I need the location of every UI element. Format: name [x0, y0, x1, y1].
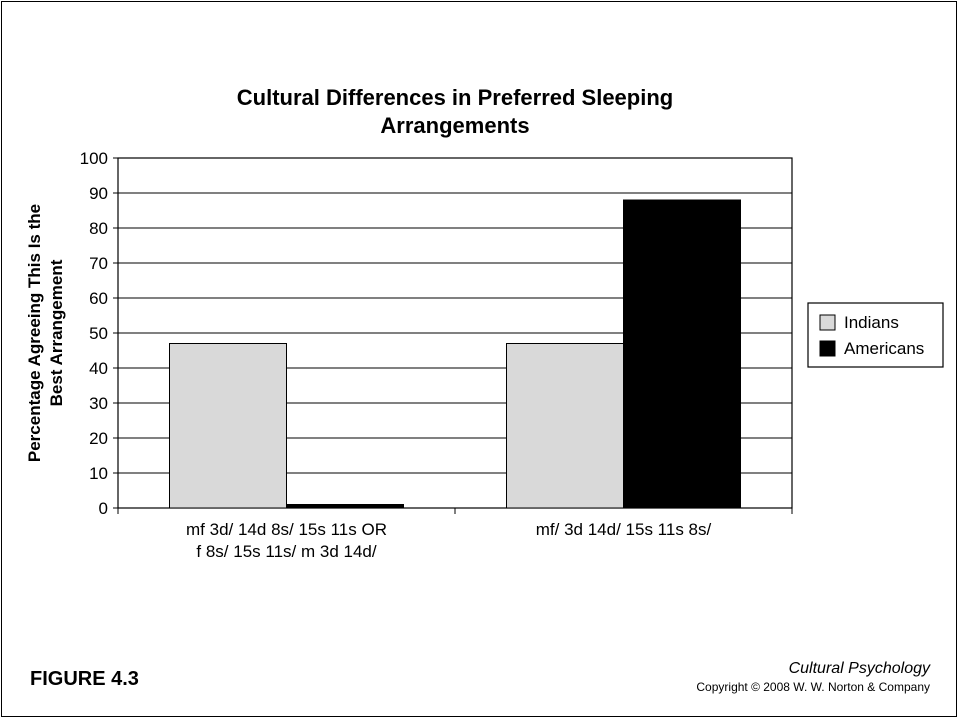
bar-americans	[286, 504, 404, 509]
y-tick-label: 10	[89, 464, 108, 483]
y-tick-label: 80	[89, 219, 108, 238]
y-tick-label: 0	[99, 499, 108, 518]
book-title: Cultural Psychology	[788, 660, 930, 677]
y-tick-label: 40	[89, 359, 108, 378]
y-tick-label: 100	[80, 149, 108, 168]
x-category-label: mf 3d/ 14d 8s/ 15s 11s OR	[186, 520, 387, 539]
chart-title-line: Cultural Differences in Preferred Sleepi…	[237, 85, 673, 110]
y-tick-label: 50	[89, 324, 108, 343]
credits: Cultural Psychology Copyright © 2008 W. …	[696, 660, 930, 694]
legend-swatch-indians	[819, 314, 836, 331]
copyright-notice: Copyright © 2008 W. W. Norton & Company	[696, 680, 930, 694]
legend-label-americans: Americans	[844, 339, 924, 358]
figure-label: FIGURE 4.3	[30, 668, 139, 690]
y-tick-label: 30	[89, 394, 108, 413]
y-axis-label-line: Percentage Agreeing This Is the	[25, 204, 44, 462]
x-category-label: f 8s/ 15s 11s/ m 3d 14d/	[196, 542, 376, 561]
y-tick-label: 20	[89, 429, 108, 448]
y-tick-label: 60	[89, 289, 108, 308]
bar-indians	[506, 343, 624, 509]
chart-title-line: Arrangements	[380, 113, 529, 138]
bar-indians	[169, 343, 287, 509]
bar-americans	[623, 199, 741, 509]
legend-label-indians: Indians	[844, 313, 899, 332]
y-tick-label: 70	[89, 254, 108, 273]
x-category-label: mf/ 3d 14d/ 15s 11s 8s/	[536, 520, 712, 539]
y-axis-label-line: Best Arrangement	[47, 259, 66, 406]
y-tick-label: 90	[89, 184, 108, 203]
legend-swatch-americans	[819, 340, 836, 357]
